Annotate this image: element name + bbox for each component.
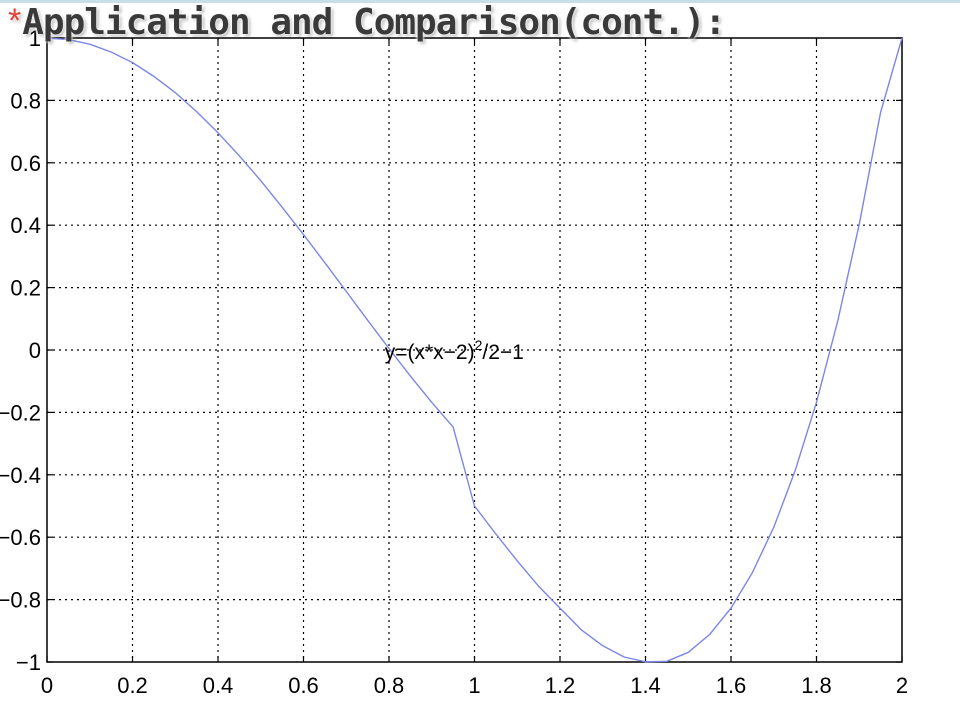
y-tick-label-2: −0.6 [0, 525, 41, 550]
y-tick-label-0: −1 [16, 650, 41, 675]
y-tick-label-6: 0.2 [10, 276, 41, 301]
y-tick-label-10: 1 [29, 26, 41, 51]
y-tick-label-5: 0 [29, 338, 41, 363]
x-tick-label-8: 1.6 [716, 673, 747, 698]
x-tick-label-9: 1.8 [801, 673, 832, 698]
x-tick-label-2: 0.4 [203, 673, 234, 698]
x-tick-label-6: 1.2 [545, 673, 576, 698]
series-line-0 [46, 37, 903, 663]
slide-title-text: Application and Comparison(cont.): [22, 2, 726, 43]
annotation-superscript: 2 [475, 337, 483, 353]
x-tick-label-4: 0.8 [374, 673, 405, 698]
y-tick-label-8: 0.6 [10, 151, 41, 176]
x-tick-label-3: 0.6 [288, 673, 319, 698]
slide-title: *Application and Comparison(cont.): [8, 2, 726, 52]
annotation-main: y=(x*x−2) [385, 341, 475, 364]
top-accent-rule [0, 0, 960, 3]
y-tick-label-4: −0.2 [0, 400, 41, 425]
y-tick-label-7: 0.4 [10, 213, 41, 238]
x-tick-label-5: 1 [468, 673, 480, 698]
y-tick-label-1: −0.8 [0, 588, 41, 613]
y-tick-label-3: −0.4 [0, 463, 41, 488]
y-tick-label-9: 0.8 [10, 88, 41, 113]
x-tick-label-10: 2 [896, 673, 908, 698]
x-tick-label-1: 0.2 [117, 673, 148, 698]
title-bullet: * [8, 2, 21, 40]
curve-annotation: y=(x*x−2)2/2−1 [385, 337, 524, 364]
annotation-tail: /2−1 [482, 341, 523, 364]
x-tick-label-7: 1.4 [630, 673, 661, 698]
x-tick-label-0: 0 [41, 673, 53, 698]
